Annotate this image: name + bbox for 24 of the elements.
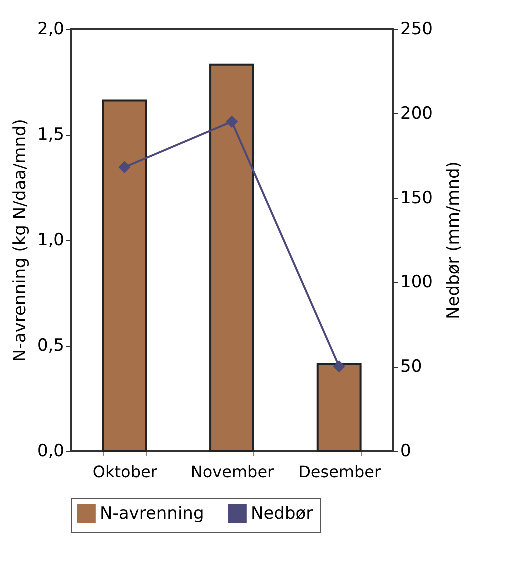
point <box>118 161 131 174</box>
x-tick-label: Oktober <box>92 462 158 482</box>
y-tick-label: 1,5 <box>37 125 64 145</box>
y-tick-label: 1,0 <box>37 230 64 250</box>
point <box>333 360 346 373</box>
point <box>226 116 238 128</box>
y-tick-label: 0,5 <box>37 336 64 356</box>
bar <box>316 363 362 452</box>
x-tick-label: Desember <box>298 462 382 482</box>
y-tick-label: 0,0 <box>37 442 64 462</box>
y2-tick-label: 50 <box>400 357 422 378</box>
y2-tick-label: 150 <box>400 188 433 208</box>
bar <box>102 100 148 452</box>
x-tick-label: November <box>190 462 275 482</box>
y2-tick-label: 250 <box>400 20 433 40</box>
y2-axis-title: Nedbør (mm/mnd) <box>444 162 464 320</box>
bar <box>210 64 254 452</box>
y-tick-label: 2,0 <box>37 20 64 40</box>
y-axis-title: N-avrenning (kg N/daa/mnd) <box>10 119 30 362</box>
legend-label: Nedbør <box>251 504 314 524</box>
y2-tick-label: 0 <box>400 442 412 462</box>
y2-tick-label: 200 <box>400 104 433 124</box>
y2-tick-label: 100 <box>400 272 433 293</box>
legend-label: N-avrenning <box>100 504 204 524</box>
